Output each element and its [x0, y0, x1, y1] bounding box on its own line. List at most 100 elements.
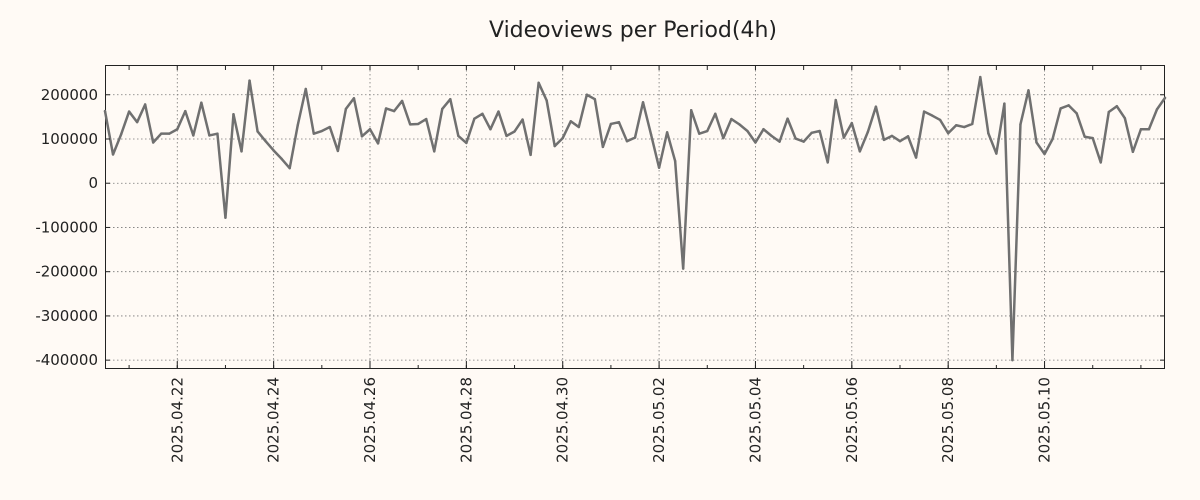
- data-point: [433, 150, 436, 153]
- data-point: [384, 107, 388, 110]
- data-point: [746, 129, 749, 133]
- data-point: [368, 128, 372, 131]
- data-point: [730, 117, 733, 121]
- data-point: [392, 109, 396, 113]
- data-point: [240, 150, 243, 153]
- data-point: [826, 161, 829, 164]
- data-point: [987, 132, 990, 135]
- grid-lines: [105, 66, 1165, 369]
- data-point: [521, 118, 524, 121]
- x-tick-label: 2025.05.10: [1036, 377, 1054, 463]
- data-point: [850, 121, 854, 125]
- x-tick-label: 2025.04.22: [168, 377, 186, 463]
- y-axis: 200000 100000 0 -100000 -200000 -300000 -40000…: [35, 86, 1165, 369]
- data-point: [328, 125, 332, 129]
- data-point: [416, 122, 420, 126]
- data-point: [858, 150, 862, 153]
- data-point: [1027, 89, 1030, 92]
- data-point: [232, 113, 235, 116]
- data-point: [256, 130, 259, 133]
- series-line: [103, 75, 1167, 362]
- data-point: [706, 129, 709, 133]
- data-point: [1019, 123, 1022, 126]
- data-point: [513, 130, 516, 133]
- data-point: [304, 87, 307, 91]
- y-tick-label: -100000: [35, 218, 98, 236]
- data-point: [955, 124, 958, 127]
- data-point: [1115, 105, 1119, 108]
- data-point: [794, 137, 797, 140]
- data-point: [264, 139, 267, 143]
- y-tick-label: 100000: [41, 130, 98, 148]
- data-point: [842, 136, 845, 139]
- data-point: [625, 139, 629, 143]
- data-point: [320, 129, 324, 133]
- data-point: [312, 132, 315, 135]
- data-point: [192, 134, 195, 137]
- data-point: [1043, 152, 1046, 156]
- data-point: [890, 134, 894, 138]
- data-point: [778, 140, 781, 143]
- data-point: [593, 97, 597, 101]
- data-point: [1011, 358, 1014, 362]
- data-point: [882, 138, 886, 142]
- y-tick-label: -400000: [35, 351, 98, 369]
- data-point: [497, 110, 500, 113]
- data-point: [641, 101, 645, 104]
- x-tick-label: 2025.05.06: [843, 377, 861, 463]
- data-point: [1155, 108, 1159, 111]
- data-point: [665, 131, 669, 134]
- data-point: [866, 130, 870, 134]
- data-point: [151, 141, 155, 144]
- data-point: [585, 93, 589, 96]
- data-point: [657, 166, 661, 169]
- data-point: [529, 153, 532, 157]
- data-point: [802, 140, 805, 143]
- data-point: [1131, 150, 1135, 154]
- data-point: [1163, 96, 1167, 100]
- data-point: [834, 98, 837, 102]
- data-point: [1051, 137, 1054, 141]
- data-point: [143, 103, 147, 106]
- data-point: [770, 134, 773, 138]
- data-point: [1059, 107, 1062, 110]
- y-tick-label: -300000: [35, 307, 98, 325]
- data-point: [473, 117, 476, 120]
- data-point: [537, 81, 540, 85]
- x-tick-label: 2025.04.28: [457, 377, 475, 463]
- y-tick-label: 0: [88, 174, 98, 192]
- data-point: [874, 105, 878, 108]
- data-point: [127, 110, 131, 113]
- data-point: [545, 99, 548, 102]
- data-point: [296, 124, 299, 127]
- data-point: [1147, 128, 1151, 131]
- data-point: [1003, 102, 1006, 105]
- chart-title: Videoviews per Period(4h): [489, 18, 777, 43]
- data-point: [818, 129, 821, 133]
- data-point: [898, 139, 902, 143]
- data-point: [938, 118, 942, 122]
- data-point: [722, 136, 725, 140]
- data-point: [248, 79, 251, 82]
- data-point: [609, 122, 613, 126]
- data-point: [160, 132, 163, 135]
- data-point: [184, 109, 187, 113]
- data-point: [1099, 161, 1102, 164]
- data-point: [135, 120, 139, 124]
- data-point: [168, 132, 171, 135]
- x-tick-label: 2025.04.30: [554, 377, 572, 463]
- data-point: [979, 75, 982, 79]
- data-point: [176, 128, 179, 131]
- data-point: [481, 112, 484, 115]
- data-point: [738, 123, 741, 126]
- data-point: [617, 120, 621, 124]
- data-point: [681, 267, 685, 270]
- data-point: [1123, 116, 1127, 120]
- data-point: [400, 99, 404, 103]
- series-layer: [103, 75, 1167, 362]
- data-point: [553, 144, 556, 148]
- data-point: [352, 97, 356, 100]
- data-point: [714, 112, 717, 115]
- data-point: [1067, 104, 1070, 107]
